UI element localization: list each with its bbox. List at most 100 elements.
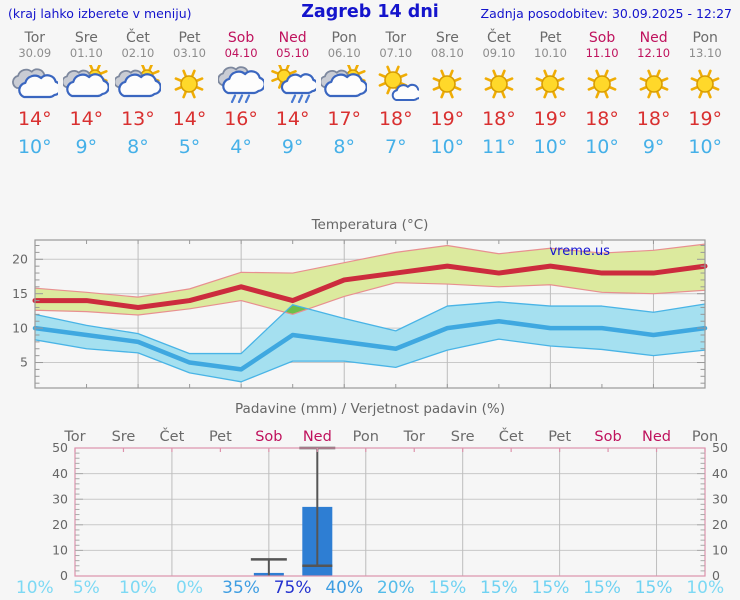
page-title: Zagreb 14 dni xyxy=(301,2,439,22)
day-name: Tor xyxy=(385,30,407,46)
svg-text:10: 10 xyxy=(12,320,28,335)
weather-icon-cell xyxy=(679,65,731,107)
weather-icon-partly xyxy=(321,64,368,97)
svg-text:30: 30 xyxy=(712,491,728,506)
weather-icon-sunny xyxy=(175,69,204,99)
precip-day-label: Sre xyxy=(112,429,136,445)
precip-day-label: Tor xyxy=(403,429,425,445)
precip-day-label: Čet xyxy=(499,427,524,445)
day-name: Tor xyxy=(24,30,46,46)
weather-icon-partly xyxy=(63,64,110,97)
day-name: Ned xyxy=(278,30,307,46)
weather-icon-cell xyxy=(473,65,525,107)
weather-icon-mostly xyxy=(378,65,419,101)
day-name: Pet xyxy=(539,30,562,46)
precip-probability-8: 20% xyxy=(376,578,415,598)
precip-day-label: Tor xyxy=(63,429,85,445)
forecast-day-13[interactable]: Ned 12.10 18° 9° xyxy=(628,30,680,158)
low-temp: 10° xyxy=(533,135,568,158)
low-temp: 8° xyxy=(333,135,355,158)
forecast-day-4[interactable]: Pet 03.10 14° 5° xyxy=(164,30,216,158)
precipitation-chart: Padavine (mm) / Verjetnost padavin (%) To… xyxy=(52,401,728,580)
day-date: 11.10 xyxy=(585,45,619,60)
weather-icon-sunny xyxy=(690,69,720,99)
forecast-day-5[interactable]: Sob 04.10 16° 4° xyxy=(215,30,267,158)
svg-text:20: 20 xyxy=(52,517,68,532)
high-temp: 14° xyxy=(69,107,104,130)
weather-icon-sunny xyxy=(536,69,565,99)
precip-probability-5: 35% xyxy=(222,578,260,598)
precip-probability-12: 15% xyxy=(583,578,621,598)
weather-icon-sunny xyxy=(432,69,462,99)
weather-icon-cell xyxy=(215,65,267,107)
day-name: Sob xyxy=(227,30,255,46)
forecast-day-8[interactable]: Tor 07.10 18° 7° xyxy=(370,30,422,158)
precip-probability-9: 15% xyxy=(428,578,467,598)
forecast-day-12[interactable]: Sob 11.10 18° 10° xyxy=(576,30,628,158)
forecast-day-7[interactable]: Pon 06.10 17° 8° xyxy=(318,30,370,158)
day-date: 02.10 xyxy=(121,45,155,60)
low-temp: 11° xyxy=(482,135,516,158)
low-temp: 10° xyxy=(430,135,465,158)
high-temp: 18° xyxy=(585,107,619,130)
day-name: Pon xyxy=(331,30,357,46)
weather-icon-cell xyxy=(61,64,113,107)
weather-icon-cell xyxy=(525,65,577,107)
day-date: 06.10 xyxy=(327,45,361,60)
low-temp: 9° xyxy=(75,135,98,158)
svg-text:50: 50 xyxy=(712,440,728,455)
day-date: 04.10 xyxy=(224,45,258,60)
precip-probability-row: 10% 5% 10% 0% 35% 75% 40% 20% 15% 15% 15% 15% 15% 10% xyxy=(9,579,731,598)
high-temp: 17° xyxy=(327,107,362,130)
forecast-day-11[interactable]: Pet 10.10 19° 10° xyxy=(525,30,577,158)
precip-day-label: Pet xyxy=(548,429,571,445)
low-temp: 9° xyxy=(281,135,304,158)
svg-text:10: 10 xyxy=(52,543,68,558)
precip-day-label: Ned xyxy=(642,429,671,445)
svg-text:30: 30 xyxy=(52,491,68,506)
forecast-day-10[interactable]: Čet 09.10 18° 11° xyxy=(473,30,525,158)
weather-icon-sunny xyxy=(587,69,617,99)
day-date: 30.09 xyxy=(18,45,52,60)
day-name: Čet xyxy=(125,30,150,46)
high-temp: 13° xyxy=(121,107,155,130)
weather-icon-sunny xyxy=(639,69,669,99)
temperature-chart: Temperatura (°C) 5 10 15 20 vreme.us xyxy=(12,217,708,389)
svg-text:40: 40 xyxy=(52,466,68,481)
last-updated: Zadnja posodobitev: 30.09.2025 - 12:27 xyxy=(480,6,732,21)
day-date: 13.10 xyxy=(688,45,722,60)
precip-day-label: Čet xyxy=(160,427,185,445)
weather-icon-cell xyxy=(318,64,370,107)
precip-probability-1: 10% xyxy=(15,578,54,598)
high-temp: 19° xyxy=(688,107,723,130)
low-temp: 10° xyxy=(585,135,619,158)
weather-icon-cell xyxy=(267,64,319,107)
svg-text:20: 20 xyxy=(12,251,28,266)
precip-probability-4: 0% xyxy=(176,578,203,598)
precip-day-label: Sob xyxy=(594,429,621,445)
svg-text:5: 5 xyxy=(20,355,28,370)
precip-probability-11: 15% xyxy=(531,578,570,598)
low-temp: 4° xyxy=(230,135,252,158)
day-date: 03.10 xyxy=(173,45,206,60)
day-date: 10.10 xyxy=(534,45,567,60)
weather-icon-cloudy xyxy=(11,68,58,98)
day-name: Ned xyxy=(639,30,668,46)
weather-icon-cell xyxy=(112,64,164,107)
weather-icon-cell xyxy=(628,65,680,107)
watermark-vreme-us[interactable]: vreme.us xyxy=(549,244,610,259)
forecast-day-1[interactable]: Tor 30.09 14° 10° xyxy=(9,30,61,158)
high-temp: 18° xyxy=(378,107,413,130)
forecast-day-14[interactable]: Pon 13.10 19° 10° xyxy=(679,30,731,158)
precip-probability-10: 15% xyxy=(480,578,518,598)
forecast-day-3[interactable]: Čet 02.10 13° 8° xyxy=(112,30,164,158)
low-temp: 9° xyxy=(642,135,665,158)
weather-icon-cell xyxy=(422,65,474,107)
high-temp: 14° xyxy=(275,107,310,130)
forecast-day-6[interactable]: Ned 05.10 14° 9° xyxy=(267,30,319,158)
forecast-day-9[interactable]: Sre 08.10 19° 10° xyxy=(422,30,474,158)
forecast-day-2[interactable]: Sre 01.10 14° 9° xyxy=(61,30,113,158)
precip-probability-2: 5% xyxy=(72,578,100,598)
weather-icon-cell xyxy=(370,65,422,107)
high-temp: 14° xyxy=(17,107,52,130)
